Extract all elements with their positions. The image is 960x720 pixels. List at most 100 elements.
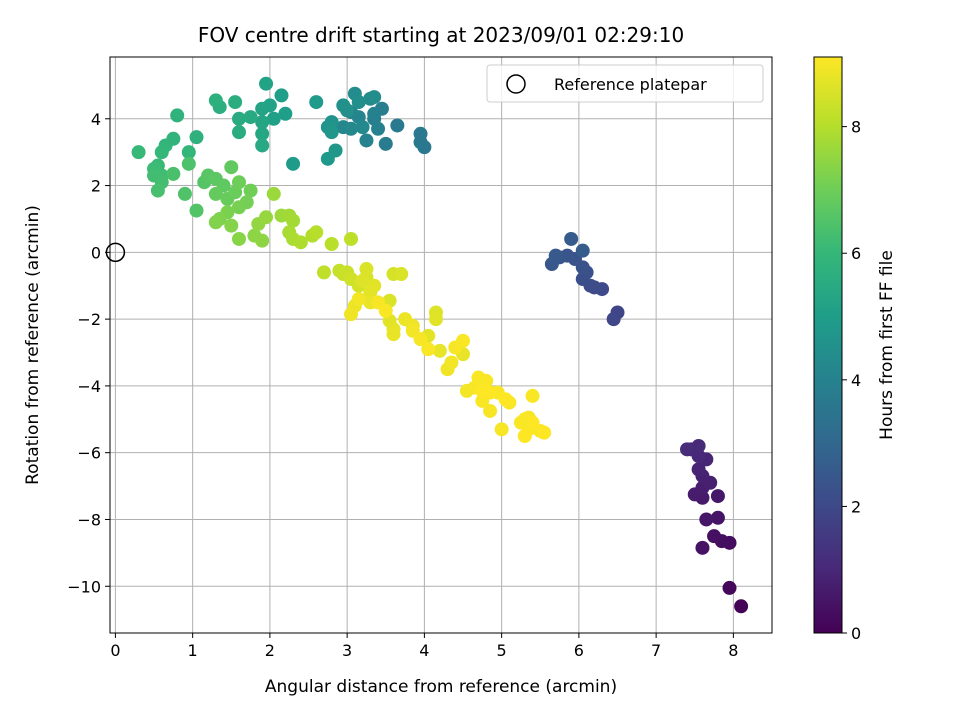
- data-point: [498, 392, 513, 407]
- data-point: [243, 183, 258, 198]
- colorbar-axis: 0 2 4 6 8: [842, 118, 861, 643]
- data-point: [355, 120, 370, 135]
- colorbar-tick-label: 4: [851, 371, 861, 390]
- colorbar-tick-label: 2: [851, 497, 861, 516]
- data-point: [367, 106, 382, 121]
- legend: Reference platepar: [486, 64, 764, 103]
- plot-frame: [109, 56, 773, 634]
- y-tick-label: 4: [91, 110, 101, 129]
- data-point: [232, 231, 247, 246]
- x-tick-label: 2: [265, 641, 275, 660]
- data-point: [606, 312, 621, 327]
- data-point: [525, 388, 540, 403]
- data-point: [394, 267, 409, 282]
- x-axis: 0 1 2 3 4 5 6 7 8: [110, 633, 738, 660]
- data-point: [324, 125, 339, 140]
- data-point: [309, 225, 324, 240]
- x-tick-label: 0: [110, 641, 120, 660]
- data-point: [517, 428, 532, 443]
- data-point: [177, 186, 192, 201]
- colorbar: [813, 56, 843, 634]
- data-point: [351, 292, 366, 307]
- data-point: [309, 95, 324, 110]
- data-point: [707, 529, 722, 544]
- data-point: [316, 265, 331, 280]
- data-point: [324, 236, 339, 251]
- data-point: [224, 218, 239, 233]
- colorbar-tick-label: 8: [851, 118, 861, 137]
- y-tick-label: −4: [77, 377, 101, 396]
- colorbar-tick-label: 0: [851, 624, 861, 643]
- data-point: [513, 415, 528, 430]
- data-point: [224, 160, 239, 175]
- x-tick-label: 8: [728, 641, 738, 660]
- data-point: [421, 342, 436, 357]
- data-point: [278, 106, 293, 121]
- data-point: [232, 175, 247, 190]
- data-point: [413, 332, 428, 347]
- data-point: [680, 442, 695, 457]
- data-point: [710, 510, 725, 525]
- data-point: [266, 186, 281, 201]
- data-point: [355, 273, 370, 288]
- data-point: [363, 285, 378, 300]
- data-point: [274, 88, 289, 103]
- data-point: [208, 215, 223, 230]
- data-point: [255, 101, 270, 116]
- data-point: [494, 422, 509, 437]
- y-axis-label: Rotation from reference (arcmin): [23, 205, 43, 485]
- data-point: [131, 145, 146, 160]
- data-point: [208, 186, 223, 201]
- y-tick-label: −8: [77, 510, 101, 529]
- data-point: [695, 540, 710, 555]
- data-point: [699, 512, 714, 527]
- x-tick-label: 5: [497, 641, 507, 660]
- legend-box: [486, 64, 764, 103]
- data-point: [166, 166, 181, 181]
- data-point: [255, 126, 270, 141]
- data-point: [286, 156, 301, 171]
- data-points: [131, 76, 749, 614]
- data-point: [710, 489, 725, 504]
- data-point: [548, 248, 563, 263]
- data-point: [154, 145, 169, 160]
- y-tick-label: −6: [77, 444, 101, 463]
- data-point: [181, 145, 196, 160]
- y-tick-label: 2: [91, 177, 101, 196]
- data-point: [232, 111, 247, 126]
- data-point: [293, 235, 308, 250]
- data-point: [243, 110, 258, 125]
- data-point: [170, 108, 185, 123]
- data-point: [150, 183, 165, 198]
- colorbar-tick-label: 6: [851, 244, 861, 263]
- data-point: [359, 133, 374, 148]
- data-point: [734, 599, 749, 614]
- data-point: [371, 121, 386, 136]
- data-point: [456, 333, 471, 348]
- data-point: [386, 327, 401, 342]
- data-point: [189, 203, 204, 218]
- x-tick-label: 3: [342, 641, 352, 660]
- data-point: [232, 125, 247, 140]
- data-point: [286, 213, 301, 228]
- data-point: [255, 138, 270, 153]
- y-tick-label: −10: [67, 577, 101, 596]
- y-tick-label: −2: [77, 310, 101, 329]
- colorbar-label: Hours from first FF file: [877, 250, 897, 440]
- x-tick-label: 4: [419, 641, 429, 660]
- data-point: [691, 439, 706, 454]
- data-point: [525, 415, 540, 430]
- data-point: [336, 98, 351, 113]
- data-point: [444, 355, 459, 370]
- data-point: [378, 303, 393, 318]
- data-point: [344, 307, 359, 322]
- data-point: [483, 385, 498, 400]
- data-point: [428, 312, 443, 327]
- x-tick-label: 7: [651, 641, 661, 660]
- legend-label: Reference platepar: [554, 75, 707, 94]
- data-point: [413, 126, 428, 141]
- data-point: [367, 90, 382, 105]
- data-point: [537, 425, 552, 440]
- y-axis: −10 −8 −6 −4 −2 0 2 4: [67, 110, 110, 596]
